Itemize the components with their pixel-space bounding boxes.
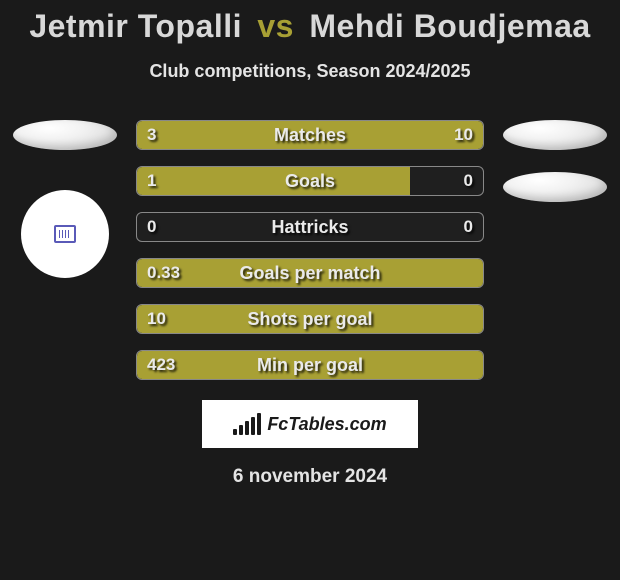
stats-column: 310Matches 10Goals 00Hattricks 0.33Goals pe…: [124, 120, 496, 396]
stat-row: 00Hattricks: [136, 212, 484, 242]
vs-word: vs: [257, 8, 294, 44]
club-badge-icon: [54, 225, 76, 243]
stat-row: 10Goals: [136, 166, 484, 196]
stat-label: Shots per goal: [137, 305, 483, 333]
stat-label: Matches: [137, 121, 483, 149]
player2-name: Mehdi Boudjemaa: [309, 8, 590, 44]
player2-face-placeholder: [503, 120, 607, 150]
stat-label: Goals per match: [137, 259, 483, 287]
right-side: [496, 120, 614, 396]
branding-text: FcTables.com: [267, 414, 386, 435]
snapshot-date: 6 november 2024: [0, 466, 620, 488]
left-side: [6, 120, 124, 396]
content-area: 310Matches 10Goals 00Hattricks 0.33Goals pe…: [0, 120, 620, 396]
player1-face-placeholder: [13, 120, 117, 150]
stat-row: 423Min per goal: [136, 350, 484, 380]
comparison-title: Jetmir Topalli vs Mehdi Boudjemaa: [0, 0, 620, 45]
stat-label: Goals: [137, 167, 483, 195]
stat-row: 0.33Goals per match: [136, 258, 484, 288]
stat-row: 10Shots per goal: [136, 304, 484, 334]
stat-label: Min per goal: [137, 351, 483, 379]
branding-badge: FcTables.com: [202, 400, 418, 448]
stat-row: 310Matches: [136, 120, 484, 150]
player1-club-badge: [21, 190, 109, 278]
player1-name: Jetmir Topalli: [29, 8, 242, 44]
player2-club-placeholder: [503, 172, 607, 202]
bars-logo-icon: [233, 413, 261, 435]
subtitle: Club competitions, Season 2024/2025: [0, 61, 620, 82]
stat-label: Hattricks: [137, 213, 483, 241]
